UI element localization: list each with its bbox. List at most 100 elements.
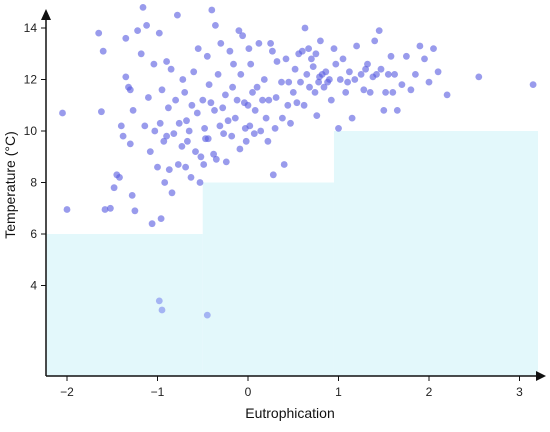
data-point [141,122,149,130]
y-tick-label: 4 [30,279,37,293]
data-point [219,104,227,112]
data-point [253,83,261,91]
y-tick-label: 14 [24,21,38,35]
plateau-regions [46,131,538,376]
data-point [178,143,186,150]
data-point [380,107,388,114]
data-point [280,161,288,168]
data-point [226,47,234,55]
data-points [59,4,537,319]
data-point [110,184,118,192]
data-point [326,76,333,83]
data-point [179,76,187,83]
y-tick-label: 6 [30,227,37,241]
data-point [158,86,166,94]
data-point [443,91,451,99]
data-point [196,179,204,186]
data-point [228,132,236,140]
data-point [201,124,209,132]
data-point [389,89,397,96]
data-point [360,86,368,94]
x-axis-arrow-icon [536,371,546,381]
data-point [312,50,320,58]
data-point [300,101,308,109]
data-point [126,86,134,94]
data-point [126,140,134,148]
data-point [430,45,437,52]
data-point [59,109,66,117]
data-point [161,179,169,186]
data-point [297,78,304,86]
data-point [107,204,114,212]
data-point [308,55,315,63]
data-point [371,37,379,45]
data-point [214,71,222,78]
data-point [259,96,266,104]
data-point [336,76,344,83]
data-point [351,76,359,83]
data-point [382,89,389,96]
data-point [233,96,241,104]
shaded-region-step-3 [333,131,538,376]
data-point [289,89,297,96]
data-point [301,24,309,32]
data-point [366,89,374,96]
data-point [339,55,347,63]
data-point [197,153,205,161]
data-point [282,55,290,63]
data-point [269,171,277,179]
data-point [155,29,163,37]
data-point [305,45,312,52]
data-point [255,40,263,47]
data-point [327,96,335,104]
data-point [416,42,424,50]
y-axis-arrow-icon [41,9,51,20]
data-point [99,47,107,55]
y-tick-label: 8 [30,176,37,190]
data-point [119,132,127,140]
data-point [407,86,415,94]
data-point [335,124,342,132]
data-point [236,145,244,153]
data-point-low [158,306,166,314]
data-point [205,81,213,88]
y-tick-label: 10 [24,124,38,138]
data-point [63,206,71,213]
data-point [203,52,211,60]
x-axis-title: Eutrophication [245,405,335,421]
data-point [139,4,147,11]
data-point [344,78,351,86]
data-point [117,122,125,130]
data-point [285,78,293,86]
data-point [529,81,537,88]
data-point [475,73,483,81]
data-point [342,89,350,96]
data-point [403,52,410,60]
data-point [293,99,301,107]
data-point [245,45,253,52]
data-point [199,96,207,104]
data-point [353,42,360,50]
data-point [260,76,268,83]
data-point [249,89,256,96]
data-point [311,89,319,96]
data-point [303,71,311,78]
data-point [284,101,292,109]
data-point [246,122,254,130]
data-point [391,71,398,78]
data-point [190,68,198,76]
data-point [269,47,276,55]
data-point [98,108,105,116]
data-point [287,119,294,127]
axes [41,9,546,381]
data-point [184,137,191,145]
data-point [211,107,218,114]
data-point [167,65,175,73]
data-point [208,6,216,14]
data-point [322,68,330,76]
data-point [315,78,322,86]
data-point [320,83,328,91]
data-point [412,71,419,78]
data-point [137,50,145,58]
data-point [332,60,340,68]
